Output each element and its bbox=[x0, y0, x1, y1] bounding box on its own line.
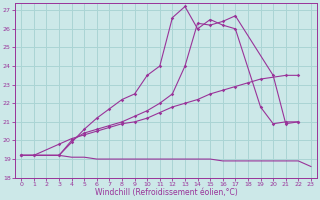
X-axis label: Windchill (Refroidissement éolien,°C): Windchill (Refroidissement éolien,°C) bbox=[95, 188, 237, 197]
